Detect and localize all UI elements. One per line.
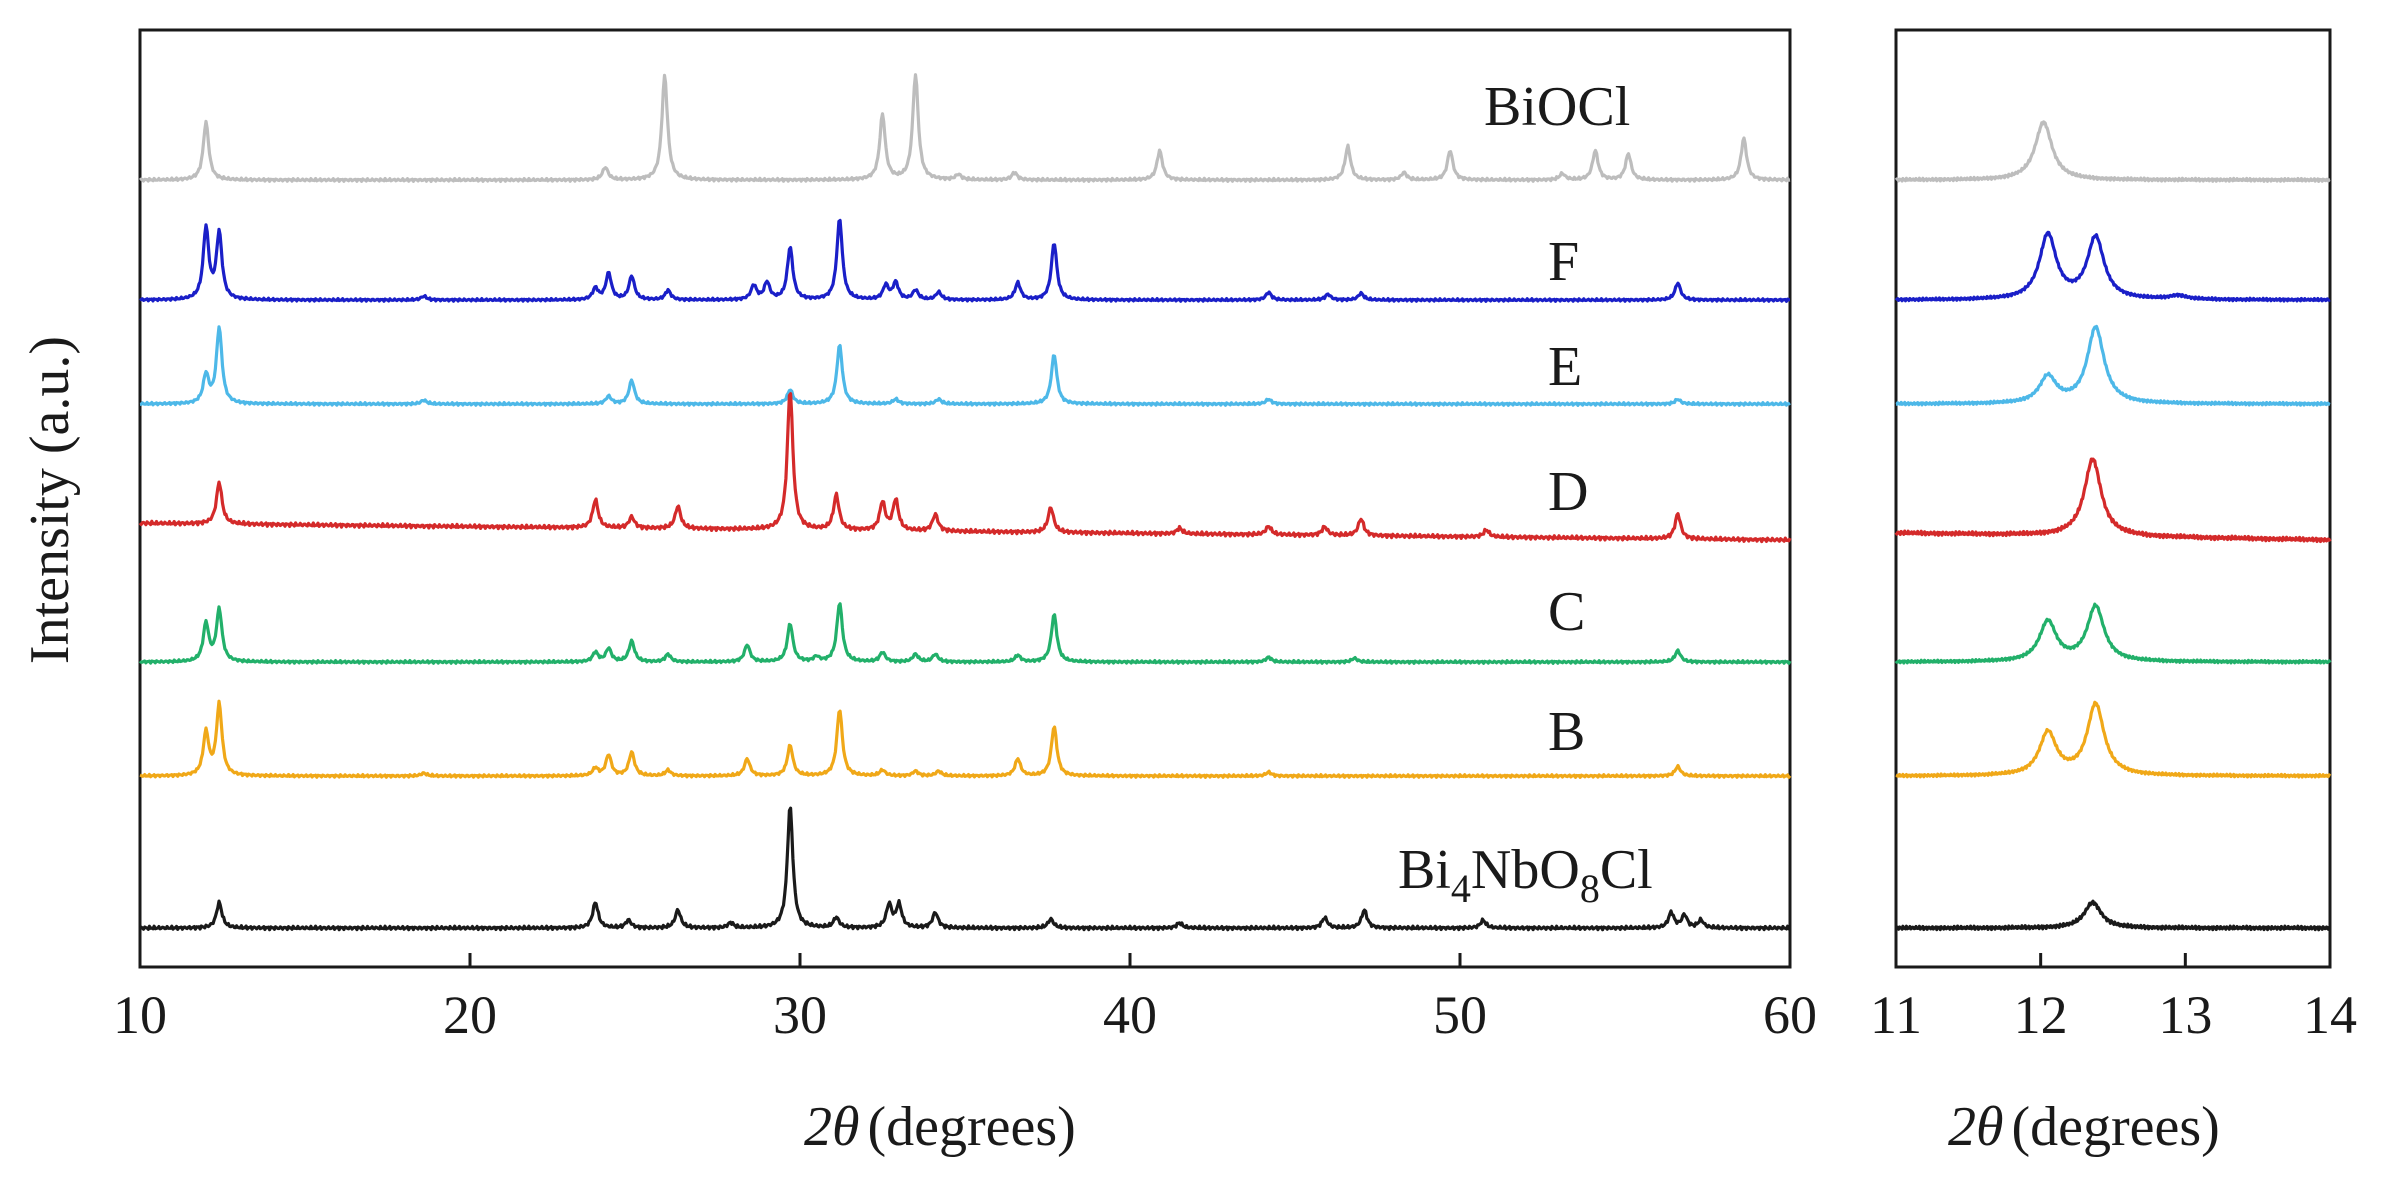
inset-trace-bi4nbo8cl (1894, 899, 2331, 932)
main-x-tick-label-20: 20 (443, 985, 497, 1045)
main-trace-c (138, 602, 1792, 665)
main-x-tick-label-10: 10 (113, 985, 167, 1045)
main-x-unit: (degrees) (868, 1096, 1076, 1158)
label-sub-4: 4 (1451, 866, 1471, 911)
label-f: F (1548, 231, 1579, 293)
inset-trace-f (1894, 230, 2331, 303)
label-bioc: BiOCl (1484, 76, 1630, 138)
inset-x-axis-label: 2θ (degrees) (1948, 1096, 2220, 1158)
inset-trace-biocl (1894, 120, 2331, 183)
inset-x-tick-label-12: 12 (2014, 985, 2068, 1045)
main-trace-bi4nbo8cl (139, 806, 1791, 932)
y-axis-label: Intensity (a.u.) (19, 336, 81, 664)
label-cl: Cl (1600, 839, 1653, 901)
inset-traces (1894, 120, 2332, 932)
inset-panel: 11 12 13 14 2θ (degrees) (1870, 28, 2357, 1158)
main-x-ticks: 10 20 30 40 50 60 (113, 953, 1817, 1045)
label-d: D (1548, 461, 1588, 523)
label-b: B (1548, 701, 1585, 763)
label-bi4nbo8cl: Bi4NbO8Cl (1398, 839, 1653, 911)
main-plot-frame (138, 28, 1792, 969)
main-x-symbol: 2θ (804, 1096, 860, 1158)
inset-trace-d (1894, 457, 2332, 544)
inset-trace-b (1895, 700, 2332, 779)
main-x-tick-label-40: 40 (1103, 985, 1157, 1045)
inset-x-tick-label-11: 11 (1870, 985, 1922, 1045)
inset-trace-c (1894, 602, 2332, 665)
inset-x-unit: (degrees) (2012, 1096, 2220, 1158)
main-panel: 10 20 30 40 50 60 BiOCl F E D C B Bi4NbO8Cl 2… (19, 28, 1817, 1158)
main-trace-d (138, 392, 1792, 544)
main-trace-b (139, 699, 1792, 779)
main-trace-e (139, 325, 1791, 407)
label-bi: Bi (1398, 839, 1451, 901)
main-x-tick-label-50: 50 (1433, 985, 1487, 1045)
label-nbo: NbO (1471, 839, 1580, 901)
inset-x-symbol: 2θ (1948, 1096, 2004, 1158)
label-c: C (1548, 581, 1585, 643)
main-x-axis-label: 2θ (degrees) (804, 1096, 1076, 1158)
main-trace-f (139, 218, 1791, 303)
main-trace-biocl (138, 73, 1791, 183)
main-x-tick-label-30: 30 (773, 985, 827, 1045)
inset-x-ticks: 11 12 13 14 (1870, 953, 2357, 1045)
label-sub-8: 8 (1580, 866, 1600, 911)
inset-x-tick-label-14: 14 (2303, 985, 2357, 1045)
label-e: E (1548, 336, 1582, 398)
main-x-tick-label-60: 60 (1763, 985, 1817, 1045)
main-traces (138, 73, 1792, 932)
inset-plot-frame (1894, 28, 2332, 969)
inset-x-tick-label-13: 13 (2158, 985, 2212, 1045)
inset-trace-e (1895, 324, 2331, 407)
